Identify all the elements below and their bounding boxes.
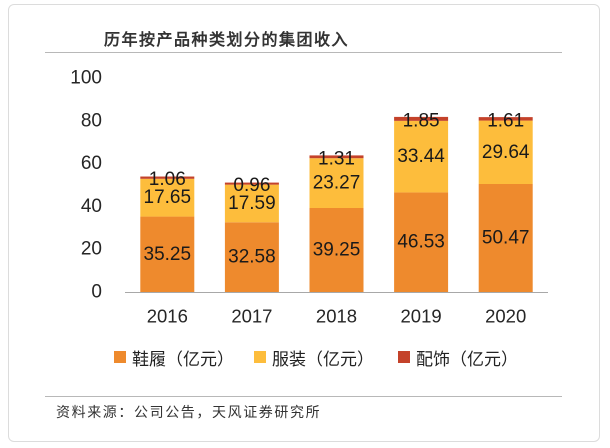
data-label-apparel: 33.44 (397, 146, 445, 167)
data-label-footwear: 32.58 (228, 247, 276, 268)
y-tick-label: 80 (81, 110, 102, 131)
y-tick-label: 20 (81, 239, 102, 260)
bar-segment-apparel (394, 120, 449, 193)
bar-segment-accessories (394, 116, 449, 121)
bar-segment-apparel (140, 178, 195, 217)
y-tick-label: 100 (70, 68, 102, 89)
bar-segment-footwear (309, 208, 364, 292)
y-tick-label: 0 (91, 282, 102, 303)
bar-segment-apparel (309, 158, 364, 209)
data-label-accessories: 1.31 (318, 148, 355, 169)
title-divider (45, 52, 562, 53)
figure-frame (8, 4, 600, 442)
legend-label-accessories: 配饰（亿元） (416, 349, 518, 369)
bar-segment-accessories (309, 155, 364, 159)
x-tick-label: 2018 (316, 306, 357, 327)
legend-item-accessories: 配饰（亿元） (398, 345, 518, 369)
bars (140, 116, 533, 292)
x-tick-label: 2019 (401, 306, 442, 327)
bar-segment-accessories (140, 176, 195, 179)
data-label-accessories: 1.06 (149, 169, 186, 190)
legend-item-apparel: 服装（亿元） (254, 345, 374, 369)
legend-item-footwear: 鞋履（亿元） (114, 345, 234, 369)
y-axis: 0 20 40 60 80 100 (70, 68, 102, 303)
legend: 鞋履（亿元） 服装（亿元） 配饰（亿元） (0, 345, 610, 369)
data-label-footwear: 50.47 (482, 227, 530, 248)
bar-segment-footwear (224, 222, 279, 292)
x-tick-label: 2016 (147, 306, 188, 327)
source-divider (45, 396, 562, 397)
bar-segment-apparel (224, 184, 279, 223)
data-label-accessories: 1.85 (403, 110, 440, 131)
data-label-accessories: 1.61 (487, 110, 524, 131)
data-label-apparel: 23.27 (313, 173, 361, 194)
y-tick-label: 40 (81, 196, 102, 217)
data-label-accessories: 0.96 (233, 175, 270, 196)
x-tick-label: 2017 (231, 306, 272, 327)
x-axis: 2016 2017 2018 2019 2020 (147, 306, 527, 327)
bar-segment-footwear (394, 192, 449, 292)
data-label-apparel: 17.59 (228, 193, 276, 214)
bar-segment-footwear (140, 216, 195, 292)
data-label-footwear: 39.25 (313, 240, 361, 261)
chart-title: 历年按产品种类划分的集团收入 (104, 32, 350, 49)
legend-swatch-apparel (254, 351, 266, 363)
x-tick-label: 2020 (485, 306, 526, 327)
data-label-footwear: 35.25 (144, 244, 192, 265)
data-label-apparel: 29.64 (482, 142, 530, 163)
legend-label-apparel: 服装（亿元） (272, 349, 374, 369)
bar-segment-accessories (224, 182, 279, 185)
bar-segment-accessories (478, 117, 533, 121)
data-labels: 35.25 17.651.06 32.58 17.590.96 39.25 23.27 1.… (144, 110, 530, 267)
legend-swatch-accessories (398, 351, 410, 363)
data-label-apparel: 17.65 (144, 187, 192, 208)
legend-swatch-footwear (114, 351, 126, 363)
source-note: 资料来源：公司公告，天风证券研究所 (56, 404, 322, 420)
bar-segment-footwear (478, 183, 533, 292)
data-label-footwear: 46.53 (397, 232, 445, 253)
bar-segment-apparel (478, 120, 533, 184)
legend-label-footwear: 鞋履（亿元） (132, 349, 234, 369)
y-tick-label: 60 (81, 153, 102, 174)
